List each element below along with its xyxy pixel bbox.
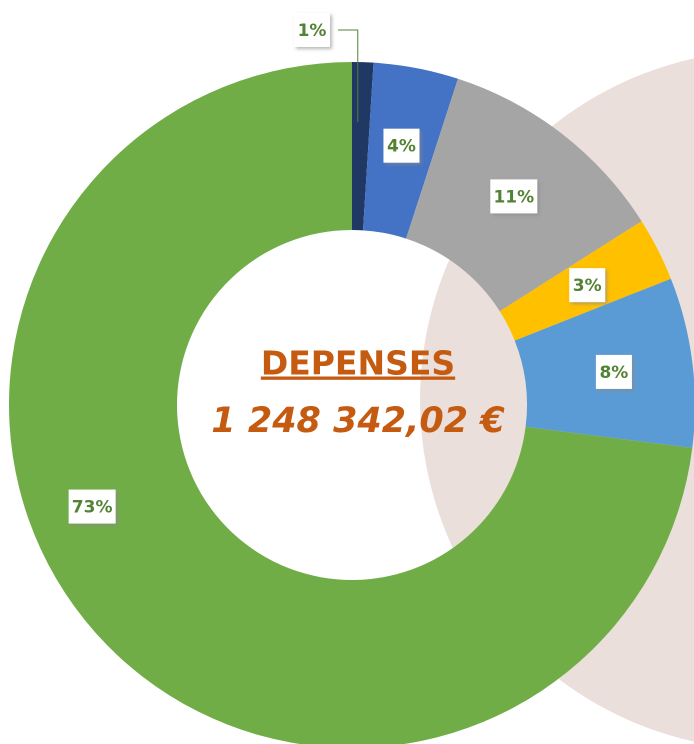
data-label: 73% [72, 498, 113, 518]
data-label: 11% [493, 187, 534, 207]
leader-line [338, 29, 359, 123]
label-box [383, 128, 420, 163]
data-label: 3% [573, 276, 602, 296]
label-box [569, 268, 606, 303]
center-title: DEPENSES [261, 344, 455, 383]
data-label: 4% [387, 137, 416, 157]
data-label: 8% [599, 363, 628, 383]
data-label: 1% [298, 21, 327, 41]
label-box [595, 354, 632, 389]
label-box [68, 489, 116, 524]
center-amount: 1 248 342,02 € [211, 401, 505, 441]
label-box [294, 13, 330, 47]
slice [9, 62, 693, 744]
label-box [490, 179, 538, 214]
